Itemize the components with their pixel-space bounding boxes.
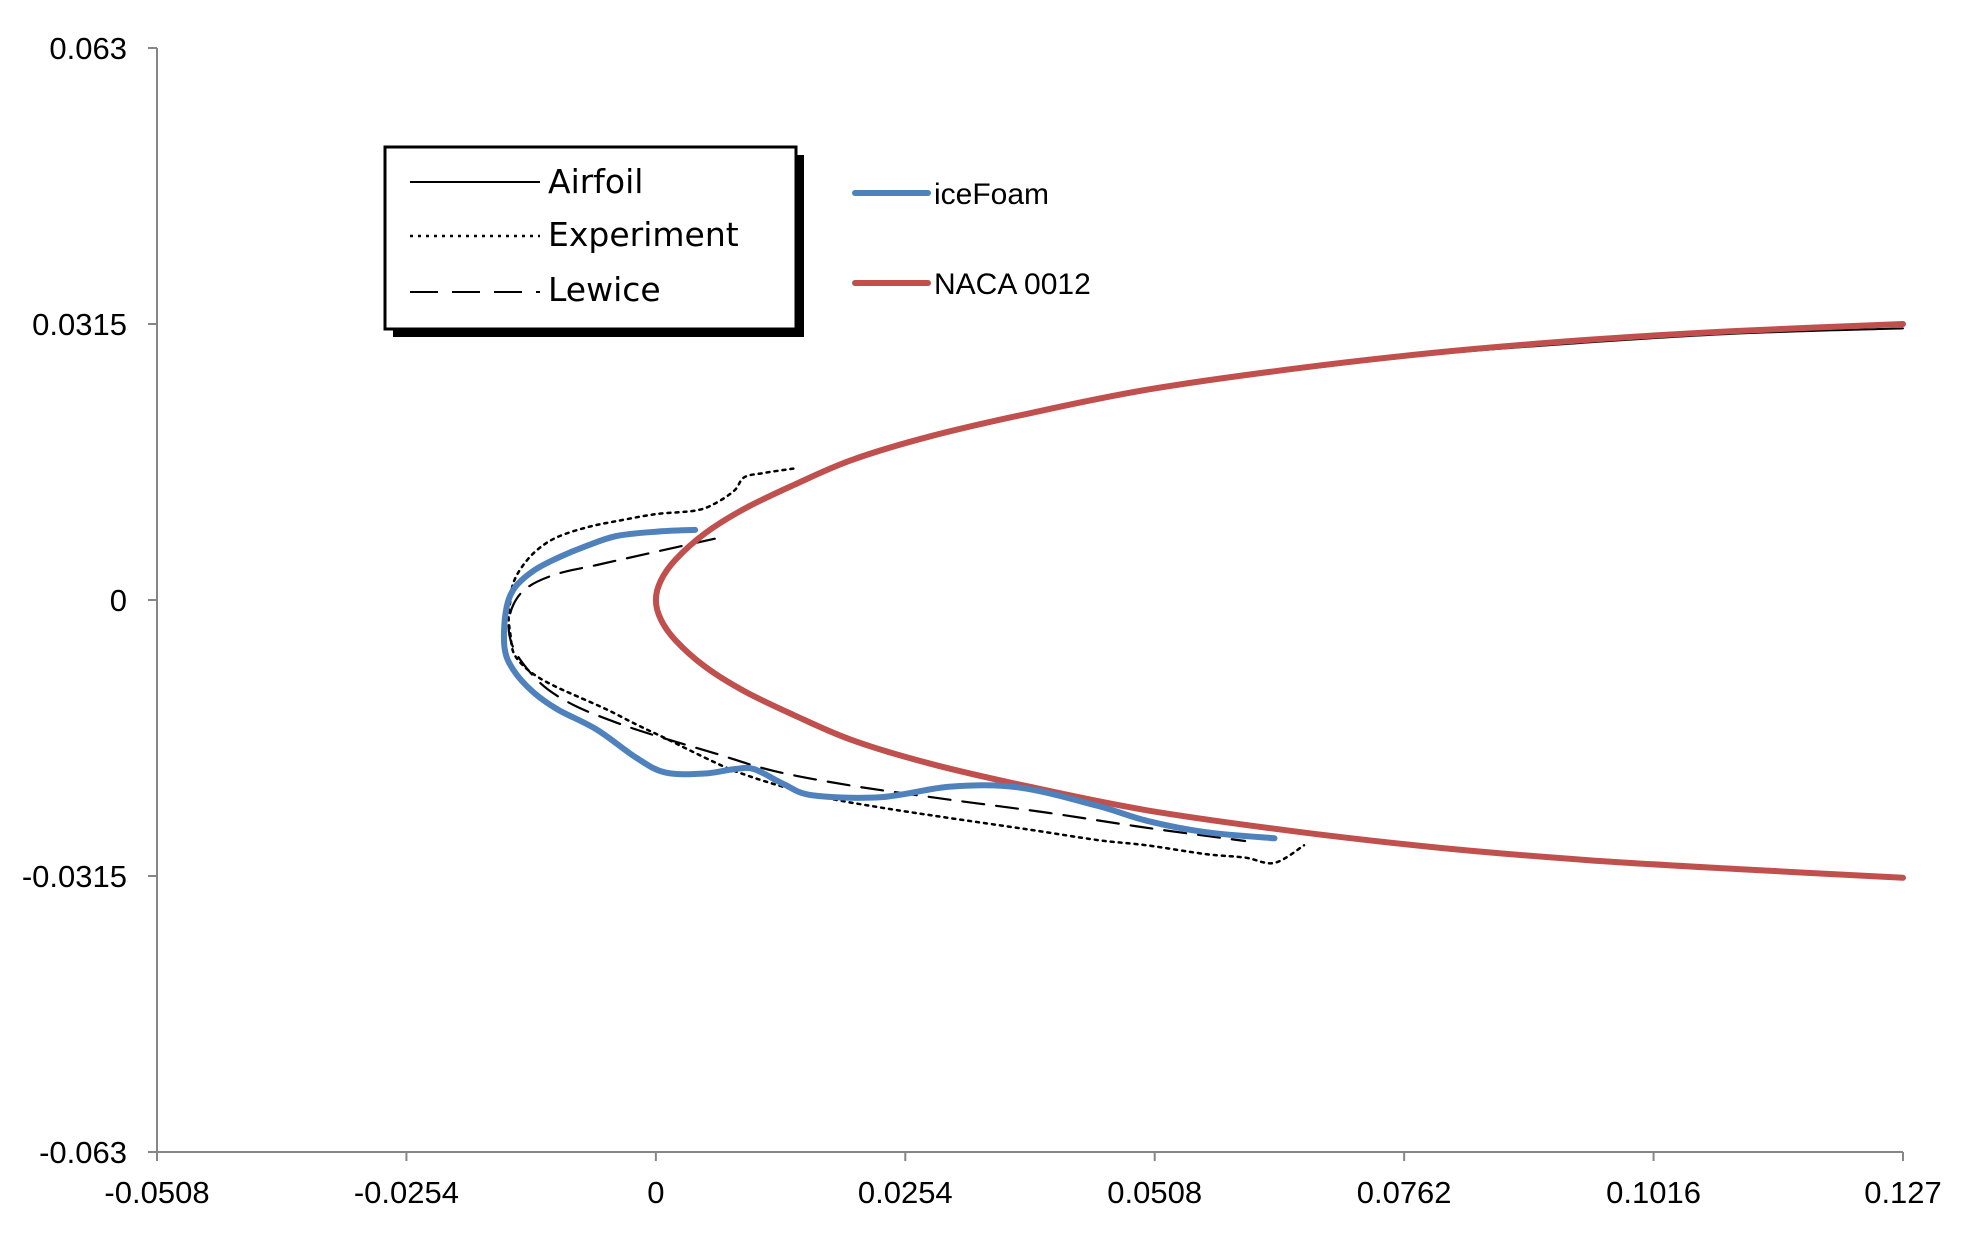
series-layer	[500, 321, 1906, 881]
series-experiment	[507, 467, 1306, 865]
y-tick-label: 0	[110, 583, 127, 618]
legend-box-black: Airfoil Experiment Lewice	[383, 145, 804, 337]
x-tick-label: 0.127	[1864, 1175, 1942, 1210]
x-tick-label: -0.0254	[354, 1175, 459, 1210]
legend-box	[383, 145, 798, 331]
x-tick-label: 0.1016	[1606, 1175, 1701, 1210]
y-tick-label: -0.0315	[22, 859, 127, 894]
legend-label-lewice: Lewice	[548, 270, 661, 309]
legend-label-experiment: Experiment	[548, 215, 739, 254]
tick-labels: -0.0508 -0.0254 0 0.0254 0.0508 0.0762 0.1016 0…	[22, 31, 1942, 1210]
y-tick-label: 0.0315	[32, 307, 127, 342]
x-tick-label: 0.0254	[858, 1175, 953, 1210]
x-tick-label: 0.0762	[1357, 1175, 1452, 1210]
y-tick-label: -0.063	[39, 1135, 127, 1170]
series-icefoam	[500, 526, 1278, 842]
axes	[148, 47, 1904, 1161]
x-tick-label: 0	[647, 1175, 664, 1210]
legend-label-icefoam: iceFoam	[934, 178, 1049, 211]
x-tick-label: 0.0508	[1107, 1175, 1202, 1210]
series-lewice	[507, 537, 1247, 843]
legend-label-naca: NACA 0012	[934, 268, 1091, 301]
x-tick-label: -0.0508	[104, 1175, 209, 1210]
y-tick-label: 0.063	[49, 31, 127, 66]
series-naca-0012	[652, 321, 1906, 881]
legend-label-airfoil: Airfoil	[548, 162, 643, 201]
legend-colored: iceFoam NACA 0012	[852, 178, 1091, 301]
